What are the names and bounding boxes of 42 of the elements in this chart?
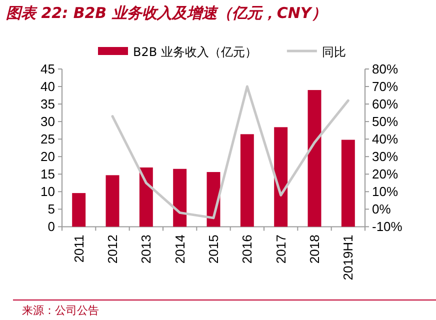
line-series <box>111 85 350 220</box>
y-tick-label: 15 <box>40 166 55 182</box>
y-tick-label: 30 <box>40 114 55 130</box>
chart-title: 图表 22: B2B 业务收入及增速（亿元，CNY） <box>6 4 326 22</box>
y-tick-label: 45 <box>40 62 55 76</box>
x-tick-label: 2015 <box>206 234 221 264</box>
x-tick-label: 2014 <box>172 234 188 264</box>
bar <box>173 168 187 227</box>
y-tick-label: 20 <box>40 149 55 164</box>
bar <box>240 134 254 227</box>
y2-tick-label: 20% <box>372 166 398 182</box>
y2-tick-label: 40% <box>372 132 398 147</box>
x-tick-label: 2019H1 <box>340 234 356 280</box>
y2-tick-label: -10% <box>372 219 403 234</box>
x-tick-label: 2013 <box>138 234 154 264</box>
y-tick-label: 10 <box>40 184 55 200</box>
y-tick-label: 35 <box>40 96 55 112</box>
x-tick-label: 2016 <box>240 234 255 264</box>
y2-tick-label: 10% <box>372 184 398 200</box>
x-tick-label: 2017 <box>273 234 288 264</box>
legend-label: B2B 业务收入（亿元） <box>133 45 257 59</box>
x-tick-label: 2012 <box>105 234 120 264</box>
bar <box>308 90 322 227</box>
legend-label: 同比 <box>322 45 346 59</box>
y-tick-label: 40 <box>40 79 55 94</box>
y2-tick-label: 50% <box>372 114 398 130</box>
bar <box>72 193 86 227</box>
y2-tick-label: 0% <box>372 202 392 217</box>
y2-tick-label: 30% <box>372 149 398 164</box>
y2-tick-label: 70% <box>372 79 398 94</box>
bar <box>274 127 288 227</box>
y-tick-label: 25 <box>40 132 55 147</box>
x-tick-label: 2018 <box>307 234 322 264</box>
y-tick-label: 5 <box>48 202 55 217</box>
y-tick-label: 0 <box>48 219 55 234</box>
bar <box>139 167 153 227</box>
bar <box>106 175 120 227</box>
x-tick-label: 2011 <box>71 234 86 263</box>
y2-tick-label: 60% <box>372 96 398 112</box>
source-note: 来源：公司公告 <box>22 304 99 317</box>
bar <box>341 140 355 227</box>
y2-tick-label: 80% <box>372 62 398 76</box>
